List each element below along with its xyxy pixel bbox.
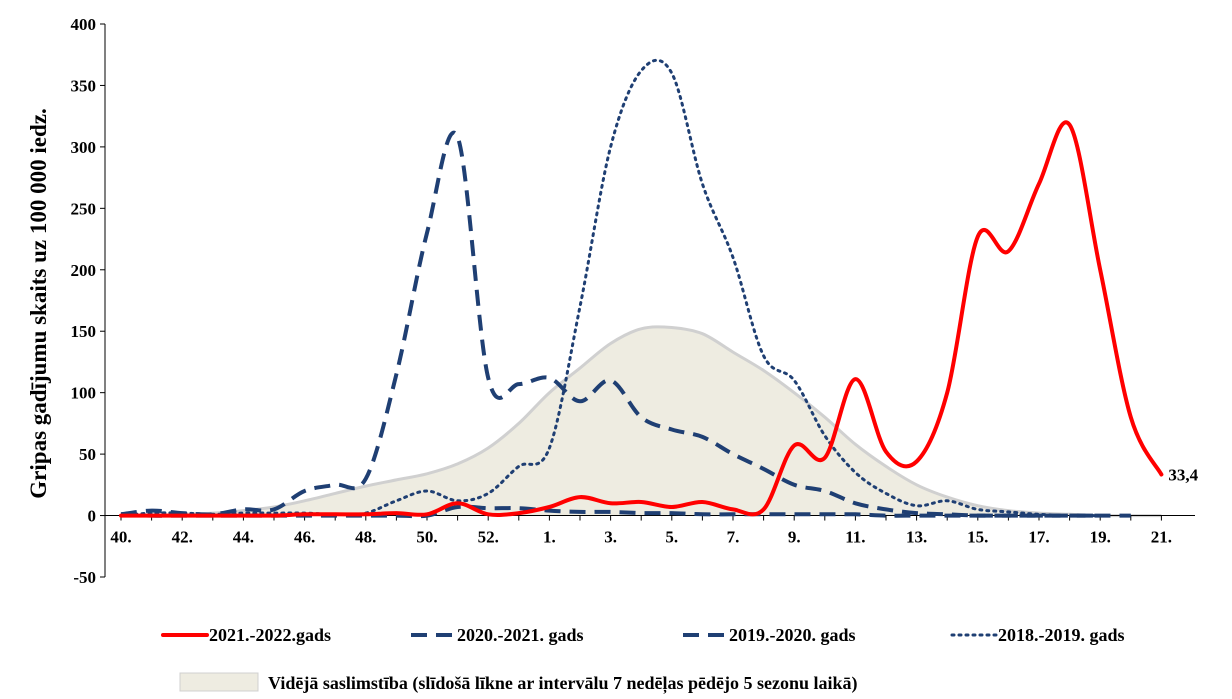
x-tick-label: 9. bbox=[788, 528, 801, 547]
legend-area-swatch bbox=[179, 672, 259, 692]
x-tick-label: 46. bbox=[294, 528, 315, 547]
average-area bbox=[121, 326, 1162, 516]
x-tick-label: 7. bbox=[727, 528, 740, 547]
average-area-edge bbox=[120, 325, 1162, 518]
y-axis-title: Gripas gadījumu skaits uz 100 000 iedz. bbox=[26, 108, 51, 498]
x-tick-label: 21. bbox=[1151, 528, 1172, 547]
x-tick-label: 42. bbox=[172, 528, 193, 547]
y-tick-label: 350 bbox=[71, 76, 97, 95]
y-tick-label: 150 bbox=[71, 322, 97, 341]
x-tick-label: 1. bbox=[543, 528, 556, 547]
x-tick-label: 11. bbox=[845, 528, 865, 547]
series-line-3 bbox=[120, 130, 1101, 518]
legend-label: 2020.-2021. gads bbox=[457, 625, 584, 645]
legend-label: 2021.-2022.gads bbox=[209, 625, 331, 645]
legend-label: 2018.-2019. gads bbox=[998, 625, 1125, 645]
y-tick-label: 200 bbox=[71, 261, 97, 280]
y-tick-label: 300 bbox=[71, 138, 97, 157]
y-tick-label: 50 bbox=[79, 445, 96, 464]
legend-label: 2019.-2020. gads bbox=[729, 625, 856, 645]
x-tick-label: 40. bbox=[110, 528, 131, 547]
x-tick-label: 3. bbox=[604, 528, 617, 547]
x-tick-label: 44. bbox=[233, 528, 254, 547]
x-tick-label: 48. bbox=[355, 528, 376, 547]
x-tick-label: 52. bbox=[478, 528, 499, 547]
series-line-2 bbox=[120, 504, 1131, 519]
x-tick-label: 15. bbox=[967, 528, 988, 547]
x-tick-label: 19. bbox=[1090, 528, 1111, 547]
y-tick-label: 400 bbox=[71, 15, 97, 34]
y-tick-label: 100 bbox=[71, 384, 97, 403]
x-tick-label: 17. bbox=[1028, 528, 1049, 547]
y-tick-label: 250 bbox=[71, 199, 97, 218]
legend-area-label: Vidējā saslimstība (slīdošā līkne ar int… bbox=[268, 673, 858, 694]
y-tick-label: -50 bbox=[73, 568, 96, 587]
x-tick-label: 50. bbox=[416, 528, 437, 547]
data-label: 33,4 bbox=[1168, 466, 1198, 485]
x-tick-label: 5. bbox=[665, 528, 678, 547]
series-line-1 bbox=[119, 120, 1164, 518]
x-tick-label: 13. bbox=[906, 528, 927, 547]
y-tick-label: 0 bbox=[88, 507, 97, 526]
